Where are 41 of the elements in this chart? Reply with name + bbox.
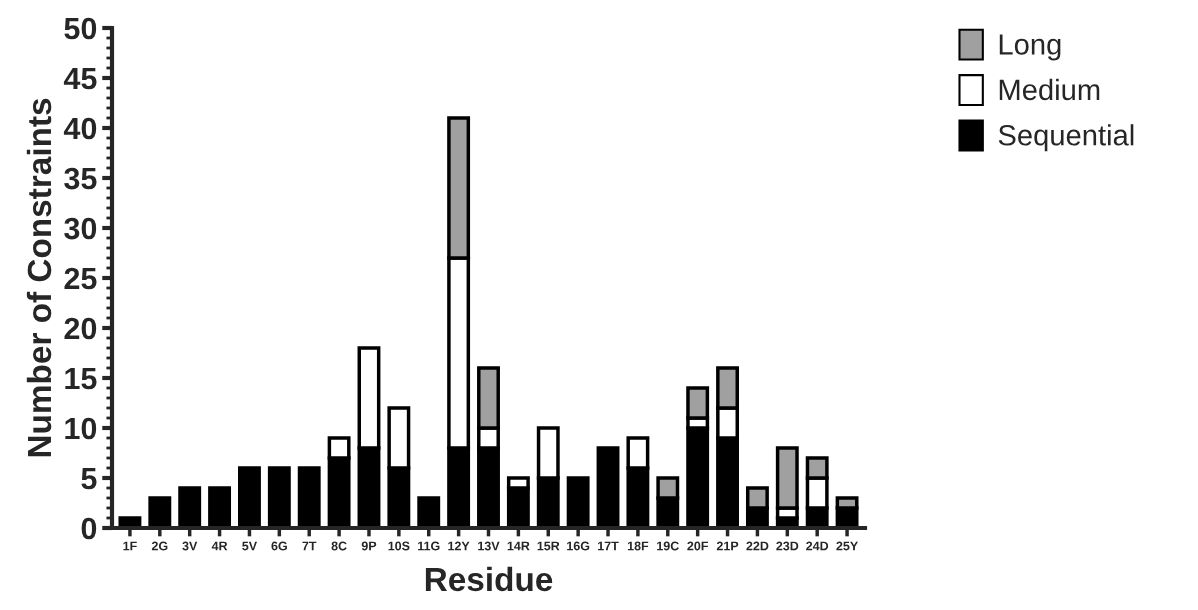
y-tick-label: 0 bbox=[81, 517, 97, 540]
y-tick-label: 35 bbox=[64, 167, 97, 190]
x-tick-label: 8C bbox=[331, 541, 347, 551]
x-tick-label: 21P bbox=[716, 541, 739, 551]
y-tick-label: 50 bbox=[64, 17, 97, 40]
y-tick-label: 15 bbox=[65, 368, 97, 390]
y-axis-title: Number of Constraints bbox=[26, 98, 52, 457]
x-tick-label: 20F bbox=[687, 541, 708, 551]
x-tick-label: 5V bbox=[242, 541, 258, 551]
x-tick-label: 4R bbox=[211, 541, 228, 551]
x-tick-label: 9P bbox=[361, 541, 377, 551]
y-tick-label: 5 bbox=[81, 468, 97, 490]
x-tick-label: 19C bbox=[657, 541, 679, 551]
y-tick-label: 20 bbox=[64, 317, 97, 340]
x-tick-label: 14R bbox=[507, 541, 530, 551]
x-tick-label: 10S bbox=[388, 541, 410, 551]
x-tick-label: 7T bbox=[302, 541, 317, 551]
legend-label: Medium bbox=[999, 78, 1100, 101]
y-tick-label: 45 bbox=[63, 68, 97, 90]
x-tick-label: 25Y bbox=[836, 541, 858, 551]
legend-label: Long bbox=[999, 34, 1061, 61]
x-tick-label: 11G bbox=[418, 541, 440, 551]
x-axis-title: Residue bbox=[425, 566, 553, 592]
x-tick-label: 16G bbox=[567, 541, 590, 551]
legend-label: Sequential bbox=[998, 124, 1134, 152]
x-tick-label: 1F bbox=[123, 541, 137, 551]
x-tick-label: 6G bbox=[271, 541, 287, 551]
y-tick-label: 30 bbox=[64, 217, 97, 240]
x-tick-label: 2G bbox=[151, 541, 168, 551]
x-tick-label: 17T bbox=[598, 541, 619, 551]
x-tick-label: 15R bbox=[537, 541, 560, 551]
x-tick-label: 12Y bbox=[448, 541, 470, 551]
x-tick-label: 18F bbox=[627, 541, 649, 551]
y-tick-label: 10 bbox=[65, 417, 97, 440]
x-tick-label: 22D bbox=[746, 541, 769, 551]
x-tick-label: 13V bbox=[478, 541, 500, 551]
x-tick-label: 3V bbox=[182, 541, 198, 551]
x-tick-label: 24D bbox=[806, 541, 829, 551]
y-tick-label: 25 bbox=[64, 267, 97, 290]
x-tick-label: 23D bbox=[776, 541, 799, 551]
y-tick-label: 40 bbox=[63, 117, 97, 140]
